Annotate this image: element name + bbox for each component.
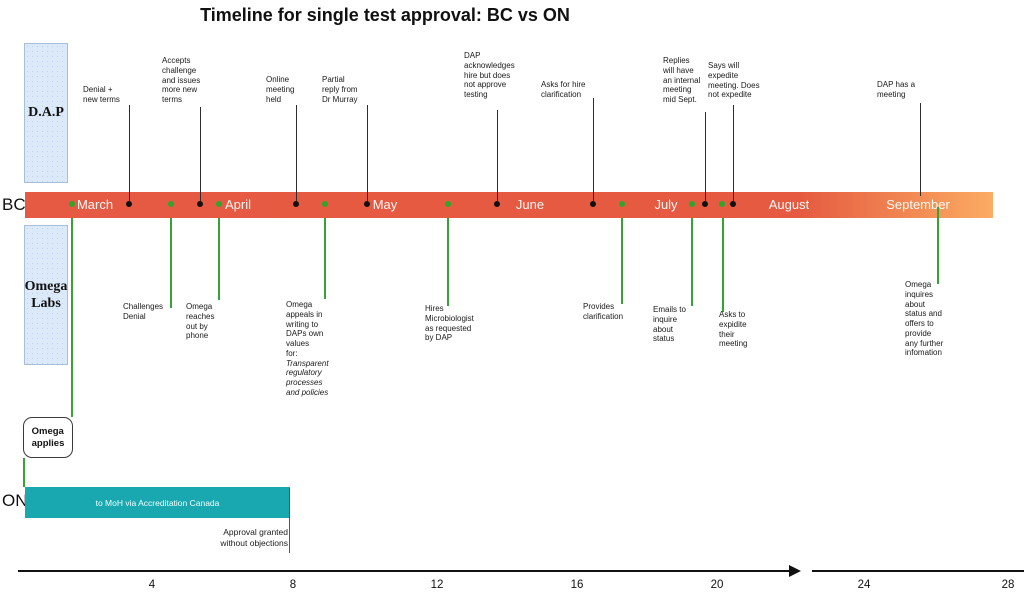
omega-event-label-2-italic: Transparent regulatory processes and pol… — [286, 358, 329, 397]
omega-event-label-0: Challenges Denial — [123, 302, 164, 321]
omega-event-label-2: Omega appeals in writing to DAPs own val… — [286, 300, 329, 398]
lane-label-on: ON — [2, 491, 28, 510]
omega-event-dot-4 — [619, 201, 625, 207]
lane-label-bc: BC — [2, 195, 26, 214]
dap-event-label-6: Replies will have an internal meeting mi… — [663, 56, 701, 104]
omega-applies-dot — [69, 201, 75, 207]
dap-event-label-4: DAP acknowledges hire but does not appro… — [464, 51, 515, 99]
dap-event-dot-7 — [730, 201, 736, 207]
week-tick-16: 16 — [570, 579, 584, 591]
omega-event-label-3: Hires Microbiologist as requested by DAP — [425, 304, 474, 343]
dap-actor-box: D.A.P — [24, 43, 68, 183]
week-axis-line-left — [18, 570, 790, 572]
month-label-march: March — [76, 197, 114, 212]
dap-event-dot-4 — [494, 201, 500, 207]
omega-event-label-2-text: Omega appeals in writing to DAPs own val… — [286, 300, 324, 358]
week-tick-20: 20 — [710, 579, 724, 591]
month-label-april: April — [224, 197, 252, 212]
omega-event-connector-5 — [691, 218, 693, 306]
omega-event-connector-6 — [722, 218, 724, 312]
approval-note: Approval granted without objections — [220, 527, 288, 549]
omega-event-dot-3 — [445, 201, 451, 207]
dap-event-connector-5 — [593, 98, 594, 201]
dap-event-label-8: DAP has a meeting — [877, 80, 916, 99]
omega-event-connector-1 — [218, 218, 220, 300]
dap-event-label-7: Says will expedite meeting. Does not exp… — [708, 61, 760, 100]
omega-event-label-7: Omega inquires about status and offers t… — [905, 280, 944, 358]
dap-event-label-2: Online meeting held — [266, 75, 295, 104]
omega-event-label-1: Omega reaches out by phone — [186, 302, 215, 341]
omega-event-dot-5 — [689, 201, 695, 207]
dap-event-connector-4 — [497, 110, 498, 201]
omega-event-connector-0 — [170, 218, 172, 308]
bc-timeline-bar — [25, 192, 993, 218]
omega-event-connector-4 — [621, 218, 623, 304]
omega-event-label-4: Provides clarification — [583, 302, 624, 321]
omega-event-dot-1 — [216, 201, 222, 207]
dap-event-label-0: Denial + new terms — [83, 85, 120, 104]
week-tick-28: 28 — [1001, 579, 1015, 591]
dap-event-dot-6 — [702, 201, 708, 207]
omega-labs-actor-box: Omega Labs — [24, 225, 68, 365]
dap-event-connector-0 — [129, 105, 130, 201]
omega-event-dot-6 — [719, 201, 725, 207]
week-tick-12: 12 — [430, 579, 444, 591]
figure-title: Timeline for single test approval: BC vs… — [200, 5, 570, 25]
dap-event-dot-5 — [590, 201, 596, 207]
dap-event-connector-7 — [733, 105, 734, 201]
omega-event-connector-3 — [447, 218, 449, 306]
dap-event-connector-1 — [200, 107, 201, 201]
week-axis-line-right — [812, 570, 1024, 572]
omega-event-dot-0 — [168, 201, 174, 207]
omega-applies-connector-upper — [71, 218, 73, 417]
omega-event-connector-2 — [324, 218, 326, 299]
omega-event-connector-7 — [937, 207, 939, 284]
dap-event-label-5: Asks for hire clarification — [541, 80, 586, 99]
omega-applies-connector-lower — [23, 458, 25, 487]
week-tick-8: 8 — [289, 579, 297, 591]
approval-connector — [289, 488, 290, 553]
week-axis-arrowhead — [789, 565, 801, 577]
week-tick-4: 4 — [148, 579, 156, 591]
omega-event-label-5: Emails to inquire about status — [653, 305, 686, 344]
dap-event-connector-6 — [705, 112, 706, 201]
on-accreditation-bar: to MoH via Accreditation Canada — [25, 487, 290, 518]
dap-event-dot-1 — [197, 201, 203, 207]
dap-event-label-1: Accepts challenge and issues more new te… — [162, 56, 201, 104]
month-label-june: June — [515, 197, 545, 212]
month-label-may: May — [372, 197, 398, 212]
dap-event-connector-8 — [920, 103, 921, 196]
omega-applies-box: Omega applies — [23, 417, 73, 458]
omega-event-dot-2 — [322, 201, 328, 207]
month-label-july: July — [654, 197, 678, 212]
month-label-august: August — [768, 197, 810, 212]
dap-event-connector-3 — [367, 105, 368, 201]
omega-event-label-6: Asks to expidite their meeting — [719, 310, 748, 349]
dap-event-connector-2 — [296, 105, 297, 201]
on-accreditation-bar-label: to MoH via Accreditation Canada — [95, 497, 220, 508]
dap-event-dot-2 — [293, 201, 299, 207]
dap-event-dot-3 — [364, 201, 370, 207]
dap-event-label-3: Partial reply from Dr Murray — [322, 75, 358, 104]
week-tick-24: 24 — [857, 579, 871, 591]
month-label-september: September — [886, 197, 950, 212]
dap-event-dot-0 — [126, 201, 132, 207]
